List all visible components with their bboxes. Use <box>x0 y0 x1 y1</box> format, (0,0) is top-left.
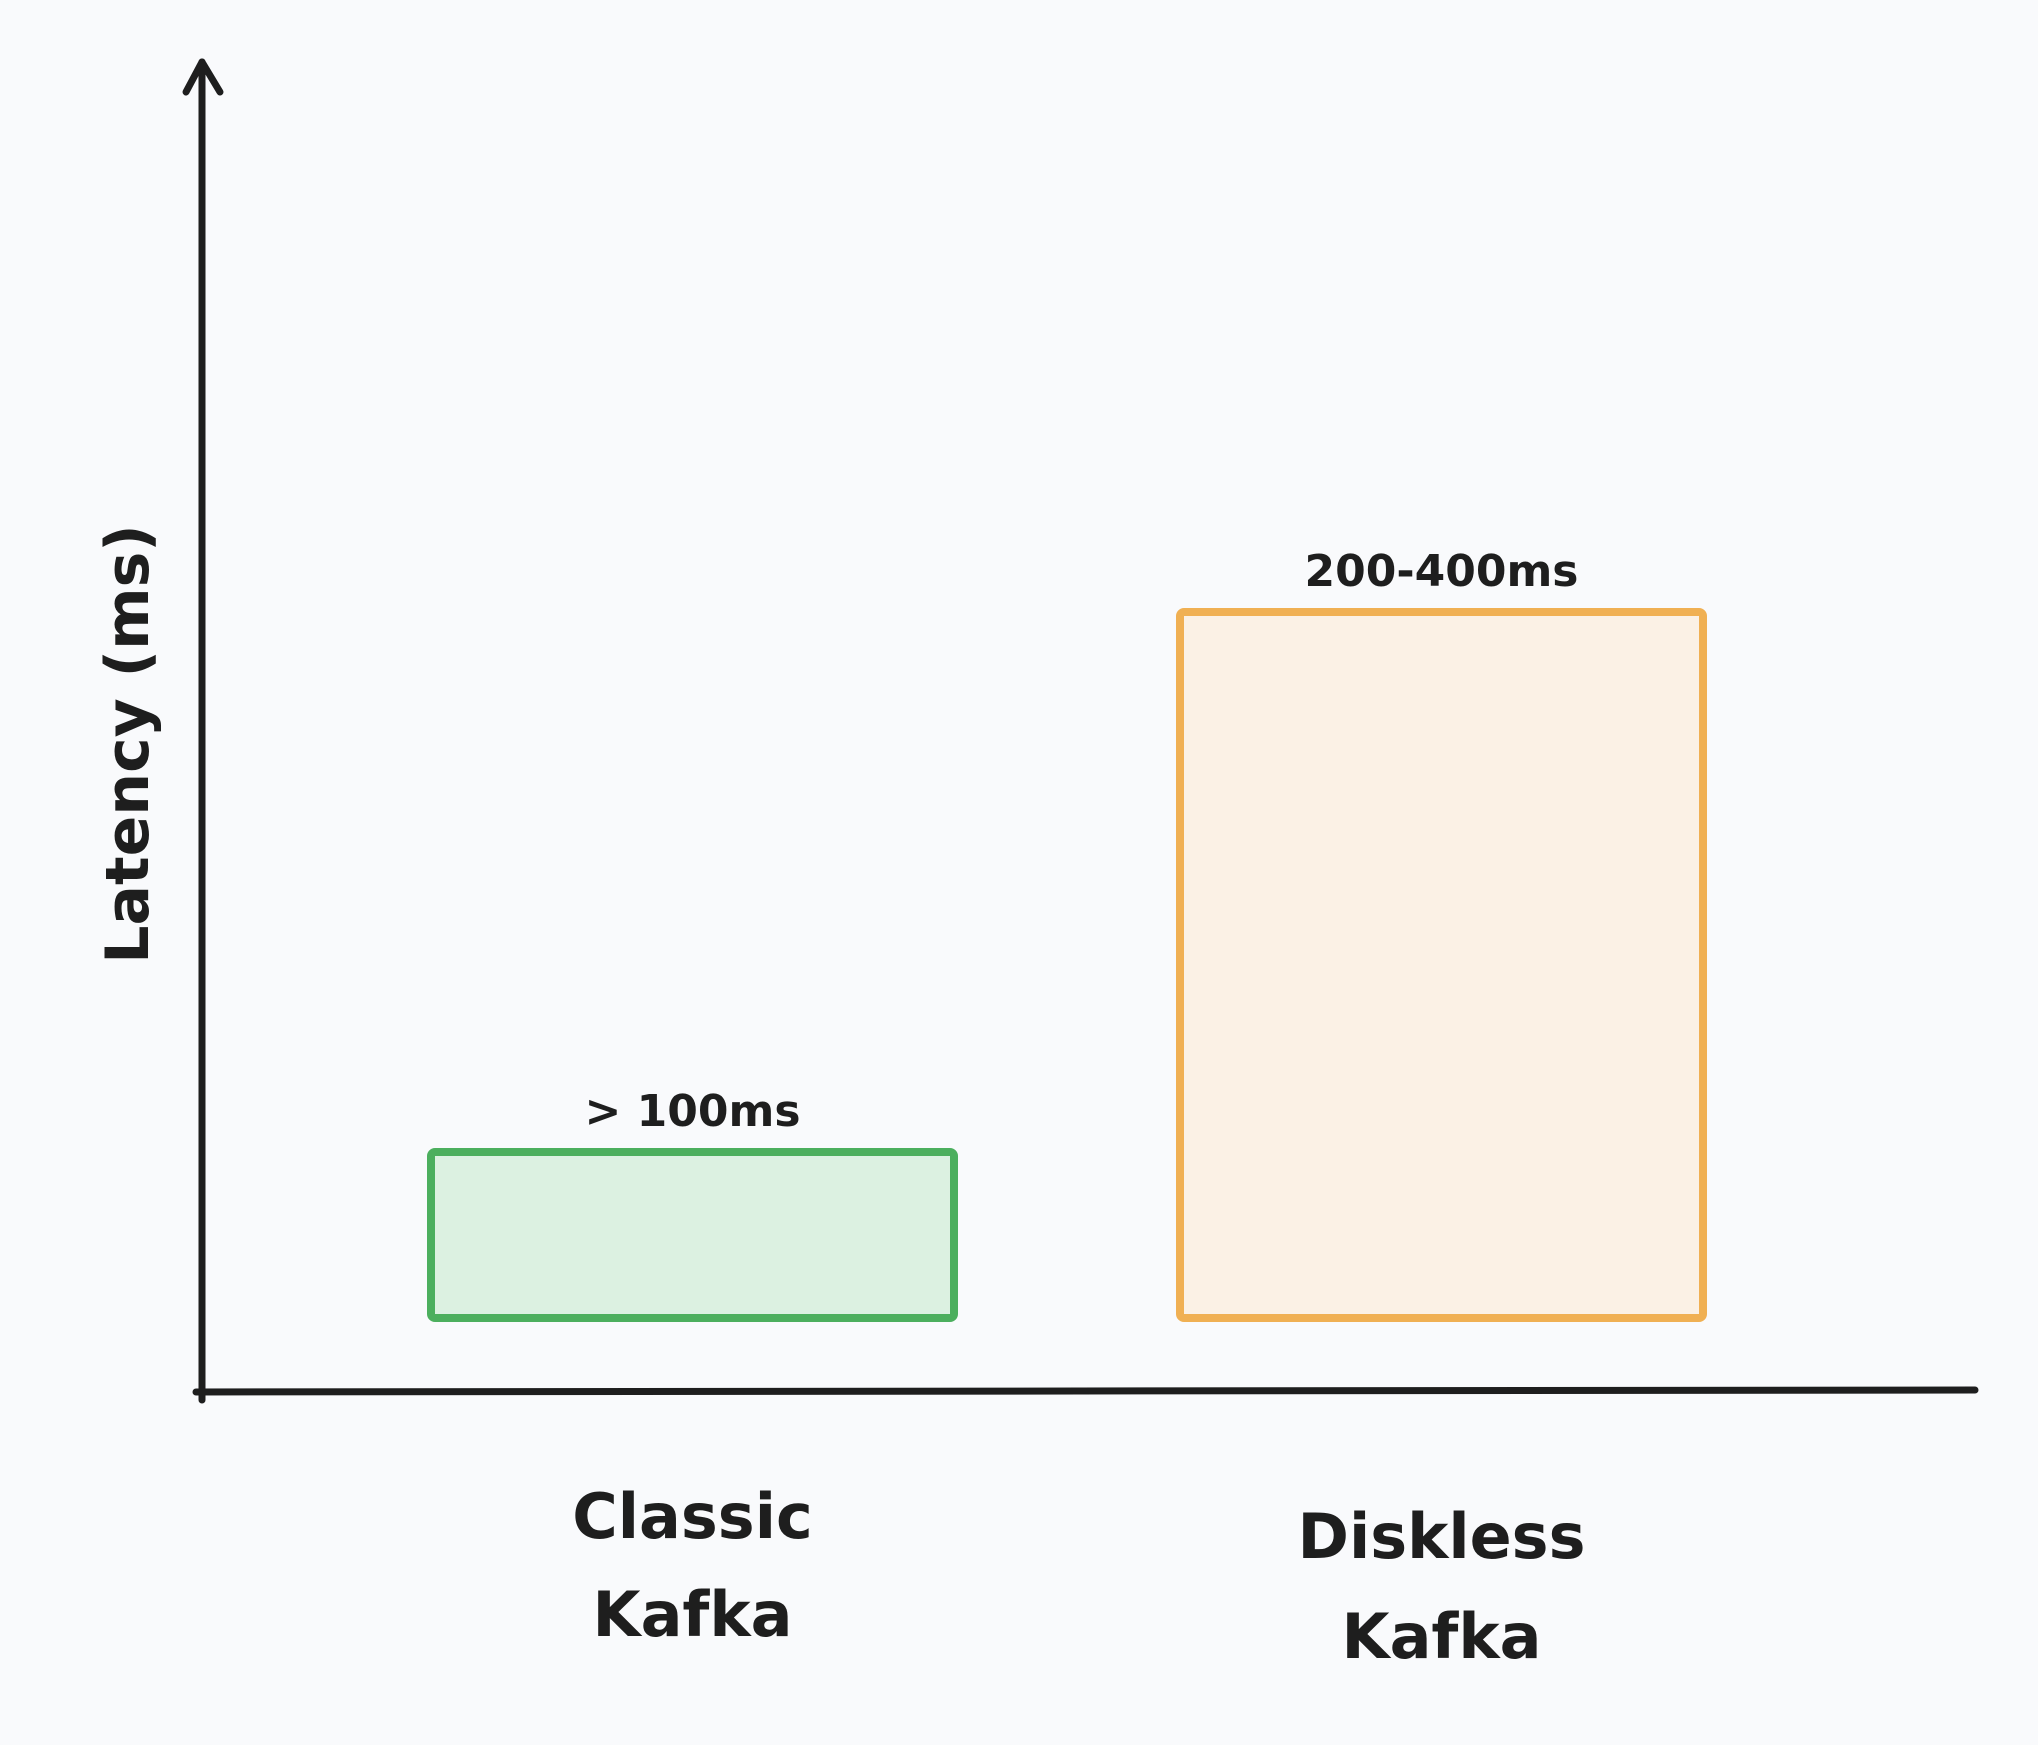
category-label-1-line-1: Kafka <box>1342 1600 1542 1673</box>
bar-1 <box>1176 608 1707 1322</box>
category-label-1-line-0: Diskless <box>1298 1500 1586 1573</box>
bars <box>427 608 1707 1322</box>
data-label-1: 200-400ms <box>1305 546 1579 597</box>
y-axis-title: Latency (ms) <box>93 524 163 963</box>
bar-0 <box>427 1148 958 1322</box>
data-label-0: > 100ms <box>584 1086 800 1137</box>
category-label-0-line-1: Kafka <box>593 1578 793 1651</box>
y-axis-arrowhead <box>182 58 224 96</box>
category-label-0-line-0: Classic <box>572 1480 812 1553</box>
labels: > 100ms Classic Kafka 200-400ms Diskless Kafk… <box>572 546 1585 1673</box>
axes <box>182 58 1979 1404</box>
x-axis-line <box>192 1386 1979 1396</box>
